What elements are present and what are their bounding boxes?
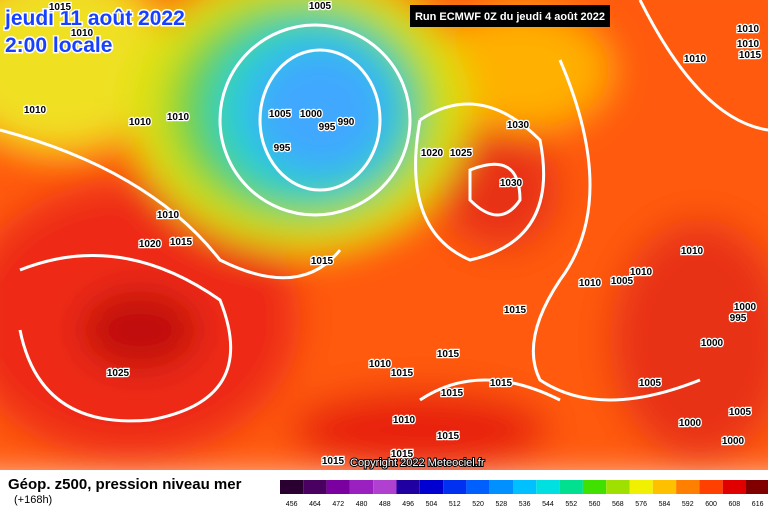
isobar-label: 1015: [437, 349, 460, 360]
isobar-label: 1015: [49, 2, 72, 13]
field: [0, 0, 768, 480]
isobar-label: 1010: [737, 39, 760, 50]
isobar-label: 1015: [391, 368, 414, 379]
isobar-label: 1015: [311, 256, 334, 267]
scale-label: 552: [565, 501, 577, 508]
isobar-label: 1005: [611, 276, 634, 287]
scale-label: 488: [379, 501, 391, 508]
date: jeudi 11 août 2022: [4, 7, 185, 30]
isobar-label: 1010: [167, 112, 190, 123]
isobar-label: 1010: [71, 28, 94, 39]
scale-label: 616: [752, 501, 764, 508]
lead-time: (+168h): [14, 494, 52, 506]
isobar-label: 1015: [504, 305, 527, 316]
color-swatch: [349, 480, 374, 494]
color-swatch: [466, 480, 490, 494]
scale-label: 592: [682, 501, 694, 508]
isobar-label: 1000: [701, 338, 724, 349]
isobar-label: 1025: [107, 368, 130, 379]
isobar-label: 1010: [684, 54, 707, 65]
isobar-label: 1030: [500, 178, 523, 189]
isobar-label: 1020: [139, 239, 162, 250]
scale-label: 536: [519, 501, 531, 508]
color-swatch: [559, 480, 583, 494]
isobar-label: 1015: [490, 378, 513, 389]
isobar-label: 1010: [393, 415, 416, 426]
scale-label: 456: [286, 501, 298, 508]
isobar-label: 1005: [639, 378, 662, 389]
color-swatch: [326, 480, 350, 494]
color-swatch: [419, 480, 444, 494]
color-swatch: [582, 480, 607, 494]
isobar-label: 1005: [269, 109, 292, 120]
isobar-label: 1020: [421, 148, 444, 159]
scale-label: 560: [589, 501, 601, 508]
isobar-label: 1010: [681, 246, 704, 257]
color-swatch: [373, 480, 397, 494]
color-swatch: [652, 480, 677, 494]
scale-label: 568: [612, 501, 624, 508]
isobar-label: 1015: [391, 449, 414, 460]
run-info: Run ECMWF 0Z du jeudi 4 août 2022: [415, 11, 605, 23]
color-swatch: [676, 480, 700, 494]
isobar-label: 1030: [507, 120, 530, 131]
color-swatch: [536, 480, 560, 494]
isobar-label: 1015: [739, 50, 762, 61]
color-swatch: [303, 480, 327, 494]
isobar-label: 1015: [322, 456, 345, 467]
scale-label: 576: [635, 501, 647, 508]
scale-label: 600: [705, 501, 717, 508]
scale-label: 608: [729, 501, 741, 508]
color-swatch: [396, 480, 420, 494]
color-swatch: [606, 480, 630, 494]
scale-label: 472: [332, 501, 344, 508]
copyright: Copyright 2022 Meteociel.fr: [350, 457, 485, 469]
isobar-label: 1000: [734, 302, 757, 313]
isobar-label: 1010: [737, 24, 760, 35]
time: 2:00 locale: [5, 34, 112, 57]
isobar-label: 1010: [24, 105, 47, 116]
isobar-label: 1010: [579, 278, 602, 289]
isobar-label: 1000: [679, 418, 702, 429]
scale-label: 520: [472, 501, 484, 508]
isobar-label: 1010: [369, 359, 392, 370]
color-swatch: [280, 480, 304, 494]
isobar-label: 1005: [729, 407, 752, 418]
isobar-label: 1010: [157, 210, 180, 221]
isobar-label: 1000: [300, 109, 323, 120]
color-swatch: [746, 480, 768, 494]
isobar-label: 990: [338, 117, 355, 128]
color-swatch: [489, 480, 513, 494]
isobar-label: 1010: [630, 267, 653, 278]
isobar-label: 1015: [441, 388, 464, 399]
isobar-label: 995: [730, 313, 747, 324]
isobar-label: 995: [319, 122, 336, 133]
scale-label: 584: [659, 501, 671, 508]
isobar-label: 1010: [129, 117, 152, 128]
scale-label: 544: [542, 501, 554, 508]
color-swatch: [513, 480, 537, 494]
isobar-label: 1015: [437, 431, 460, 442]
isobar-label: 1015: [170, 237, 193, 248]
isobar-label: 995: [274, 143, 291, 154]
color-swatch: [699, 480, 723, 494]
scale-label: 480: [356, 501, 368, 508]
scale-label: 504: [426, 501, 438, 508]
scale-label: 512: [449, 501, 461, 508]
scale-label: 528: [496, 501, 508, 508]
scale-label: 464: [309, 501, 321, 508]
scale-label: 496: [402, 501, 414, 508]
run-box: [410, 5, 610, 27]
isobar-label: 1025: [450, 148, 473, 159]
color-swatch: [722, 480, 746, 494]
isobar-label: 1005: [309, 1, 332, 12]
isobars: [0, 0, 768, 421]
color-swatch: [443, 480, 467, 494]
legend-title: Géop. z500, pression niveau mer: [8, 476, 242, 493]
isobar-label: 1000: [722, 436, 745, 447]
color-swatch: [629, 480, 653, 494]
